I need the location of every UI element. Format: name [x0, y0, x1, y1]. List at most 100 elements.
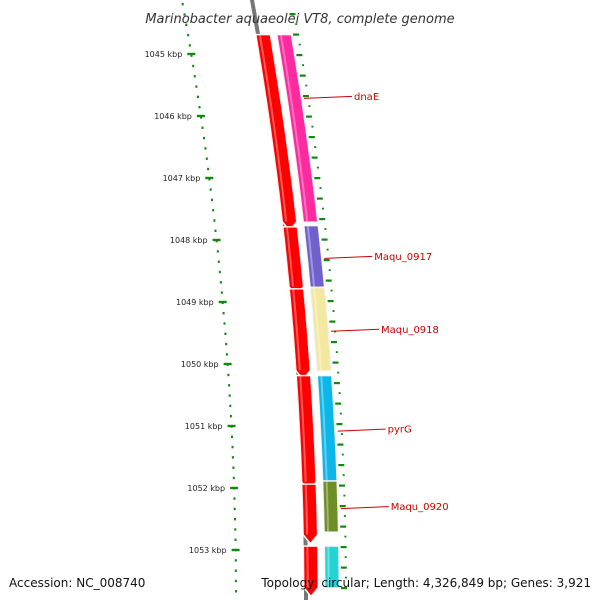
skew-mark: [296, 54, 303, 57]
gc-dot: [233, 507, 236, 511]
gc-skew-ticks: [289, 13, 347, 590]
skew-dot: [330, 289, 333, 292]
skew-dot: [344, 556, 347, 558]
cds-feature: [290, 289, 310, 379]
skew-dot: [314, 146, 317, 148]
ruler-tick: [227, 424, 236, 428]
ruler-tick: [223, 362, 232, 366]
skew-dot: [339, 412, 342, 415]
skew-dot: [326, 248, 329, 251]
skew-dot: [343, 494, 346, 497]
gc-dot: [201, 126, 204, 129]
label-leader: [303, 95, 353, 99]
gc-dot: [185, 23, 188, 26]
cds-feature: [302, 484, 317, 543]
gene-feature: [325, 546, 339, 588]
kbp-ruler: 1045 kbp 1046 kbp 1047 kbp 1048 kbp 1049 kbp…: [145, 50, 240, 555]
ruler-label: 1050 kbp: [181, 360, 219, 369]
skew-mark: [329, 320, 336, 323]
skew-mark: [319, 218, 326, 221]
cds-track: [254, 33, 319, 598]
ruler-tick: [218, 300, 227, 304]
gene-track: [275, 33, 340, 589]
gc-dot: [234, 528, 237, 531]
skew-mark: [338, 464, 345, 467]
skew-dot: [295, 23, 298, 25]
label-leader: [324, 255, 373, 259]
gc-dot: [207, 167, 210, 171]
gene-feature: [310, 288, 331, 371]
topology-text: Topology: circular; Length: 4,326,849 bp…: [260, 576, 591, 590]
gc-dot: [214, 229, 217, 232]
skew-mark: [321, 238, 328, 241]
skew-dot: [322, 207, 324, 210]
ruler-tick: [230, 486, 239, 490]
gc-dot: [232, 476, 235, 480]
skew-dot: [337, 371, 340, 374]
gc-dot: [228, 394, 231, 397]
gc-dot: [193, 75, 196, 78]
gc-dot: [181, 3, 184, 6]
skew-dot: [302, 64, 305, 66]
cds-feature: [283, 227, 303, 295]
skew-mark: [335, 402, 342, 405]
skew-dot: [328, 269, 331, 271]
gc-dot: [219, 281, 222, 284]
gc-dot: [220, 291, 223, 294]
ruler-tick: [187, 52, 196, 56]
skew-mark: [302, 95, 309, 98]
skew-dot: [344, 576, 347, 579]
gc-dot: [229, 415, 232, 418]
skew-mark: [341, 587, 347, 590]
skew-dot: [341, 453, 344, 456]
gene-feature: [277, 35, 317, 222]
gc-dot: [227, 373, 230, 377]
skew-mark: [340, 525, 347, 528]
map-title: Marinobacter aquaeolei VT8, complete gen…: [145, 12, 454, 27]
ruler-label: 1048 kbp: [170, 236, 208, 245]
gene-label: Maqu_0920: [391, 502, 449, 513]
gc-dot: [234, 579, 237, 583]
gc-dot: [200, 116, 203, 119]
ruler-label: 1049 kbp: [176, 298, 214, 307]
skew-dot: [340, 433, 343, 435]
gene-feature: [318, 376, 337, 482]
skew-dot: [311, 125, 314, 128]
gc-dot: [188, 44, 191, 47]
accession-text: Accession: NC_008740: [9, 576, 145, 590]
skew-mark: [340, 566, 347, 569]
gc-dot: [216, 250, 219, 253]
skew-mark: [336, 423, 343, 426]
gc-dot: [234, 569, 237, 572]
label-leader: [337, 428, 386, 432]
ruler-label: 1047 kbp: [163, 174, 201, 183]
gene-label: Maqu_0918: [381, 325, 439, 336]
gene-label: Maqu_0917: [374, 252, 432, 263]
gc-dot: [225, 342, 228, 346]
skew-mark: [293, 33, 299, 36]
skew-dot: [335, 351, 338, 353]
gc-dot: [195, 85, 198, 88]
gc-dot: [222, 312, 225, 315]
skew-mark: [311, 156, 318, 159]
gc-dot: [197, 95, 199, 99]
gc-dot: [213, 219, 216, 222]
ruler-tick: [196, 114, 205, 118]
cds-feature: [304, 546, 318, 596]
skew-mark: [308, 136, 315, 139]
gc-dot: [231, 456, 234, 459]
gc-dot: [224, 332, 227, 335]
skew-mark: [337, 443, 344, 446]
skew-dot: [308, 105, 311, 107]
label-leader: [330, 328, 380, 332]
skew-mark: [289, 13, 296, 16]
gc-dot: [192, 64, 195, 68]
gc-dot: [232, 466, 235, 469]
ruler-label: 1052 kbp: [187, 484, 225, 493]
gc-dot: [218, 270, 221, 274]
skew-mark: [332, 361, 339, 364]
skew-dot: [332, 310, 335, 312]
gc-dot: [217, 260, 220, 263]
gc-dot: [223, 322, 226, 325]
